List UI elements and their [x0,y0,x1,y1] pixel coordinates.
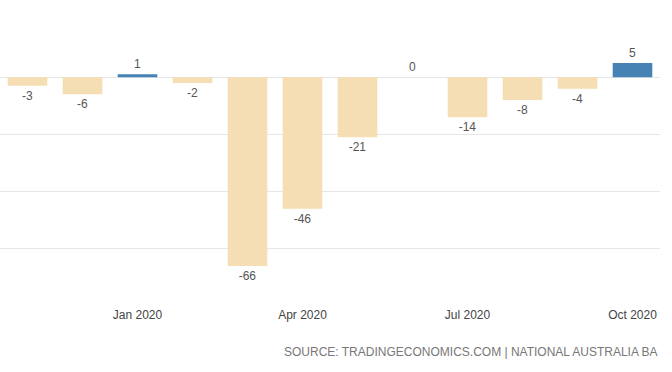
svg-text:Jan 2020: Jan 2020 [113,308,163,322]
svg-text:-14: -14 [459,120,477,134]
svg-text:-6: -6 [77,97,88,111]
svg-text:-3: -3 [22,89,33,103]
svg-text:0: 0 [409,60,416,74]
svg-text:1: 1 [134,57,141,71]
svg-text:-46: -46 [294,212,312,226]
svg-text:Apr 2020: Apr 2020 [278,308,327,322]
svg-text:-21: -21 [349,140,367,154]
svg-text:-8: -8 [517,103,528,117]
svg-text:Oct 2020: Oct 2020 [608,308,657,322]
svg-text:Jul 2020: Jul 2020 [445,308,491,322]
svg-text:SOURCE: TRADINGECONOMICS.COM |: SOURCE: TRADINGECONOMICS.COM | NATIONAL … [284,345,658,359]
svg-text:-2: -2 [187,86,198,100]
svg-text:-4: -4 [572,92,583,106]
svg-text:-66: -66 [239,269,257,283]
svg-text:5: 5 [629,46,636,60]
